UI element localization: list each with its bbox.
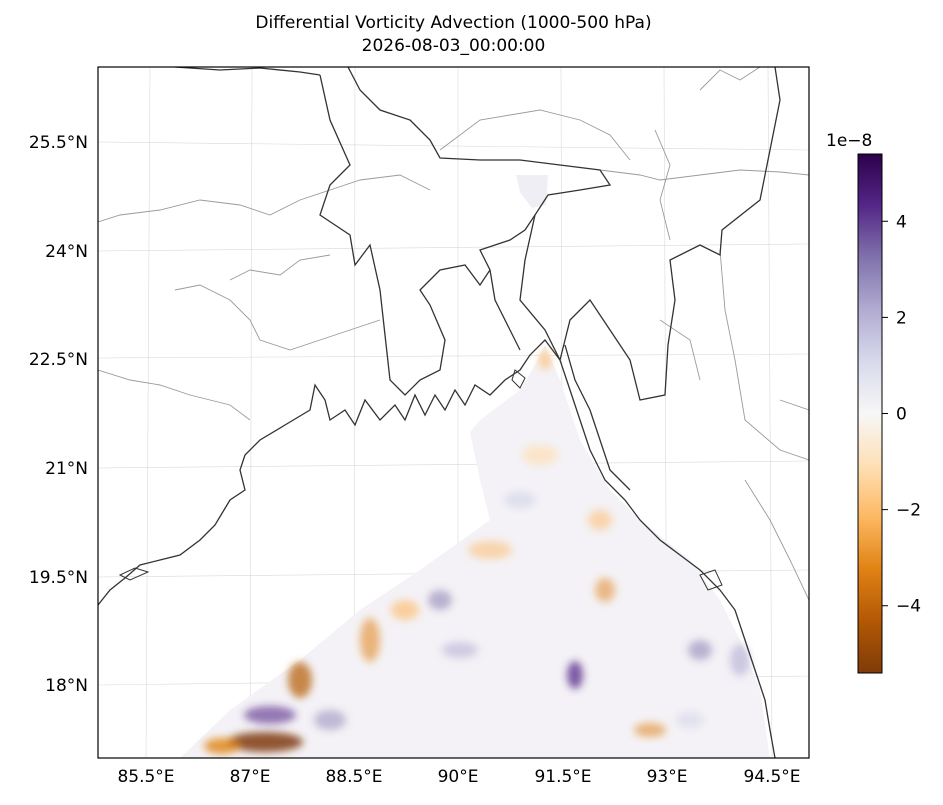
colorbar-tick-label: −4 [896,597,921,617]
island-outline [699,569,723,591]
colorbar-exponent: 1e−8 [826,131,872,151]
chart-title: Differential Vorticity Advection (1000-5… [255,13,652,33]
lon-tick-label: 90°E [438,767,479,787]
vorticity-advection-field [180,175,770,758]
lon-tick-label: 87°E [230,767,271,787]
chart-subtitle: 2026-08-03_00:00:00 [361,36,546,56]
country-borders [174,67,781,491]
lat-tick-label: 18°N [45,676,88,696]
lon-tick-label: 94.5°E [743,767,800,787]
colorbar-tick-label: 2 [896,308,907,328]
coastline [98,339,776,758]
lat-tick-labels: 25.5°N 24°N 22.5°N 21°N 19.5°N 18°N [29,133,88,696]
colorbar-gradient [857,153,883,674]
lon-tick-label: 88.5°E [325,767,382,787]
colorbar-ticks: 4 2 0 −2 −4 [882,212,921,617]
lon-tick-labels: 85.5°E 87°E 88.5°E 90°E 91.5°E 93°E 94.5… [117,767,800,787]
lon-tick-label: 93°E [647,767,688,787]
lon-tick-label: 85.5°E [117,767,174,787]
lat-tick-label: 25.5°N [29,133,88,153]
lat-tick-label: 22.5°N [29,350,88,370]
colorbar-tick-label: 4 [896,212,907,232]
map-frame [97,66,810,759]
island-outline [118,567,150,581]
colorbar-tick-label: −2 [896,501,921,521]
lat-tick-label: 24°N [45,242,88,262]
island-outline [511,369,526,389]
lon-tick-label: 91.5°E [534,767,591,787]
lat-tick-label: 21°N [45,459,88,479]
colorbar: 1e−8 4 2 0 −2 −4 [826,131,921,674]
state-borders [98,67,809,601]
lat-tick-label: 19.5°N [29,568,88,588]
colorbar-tick-label: 0 [896,405,907,425]
